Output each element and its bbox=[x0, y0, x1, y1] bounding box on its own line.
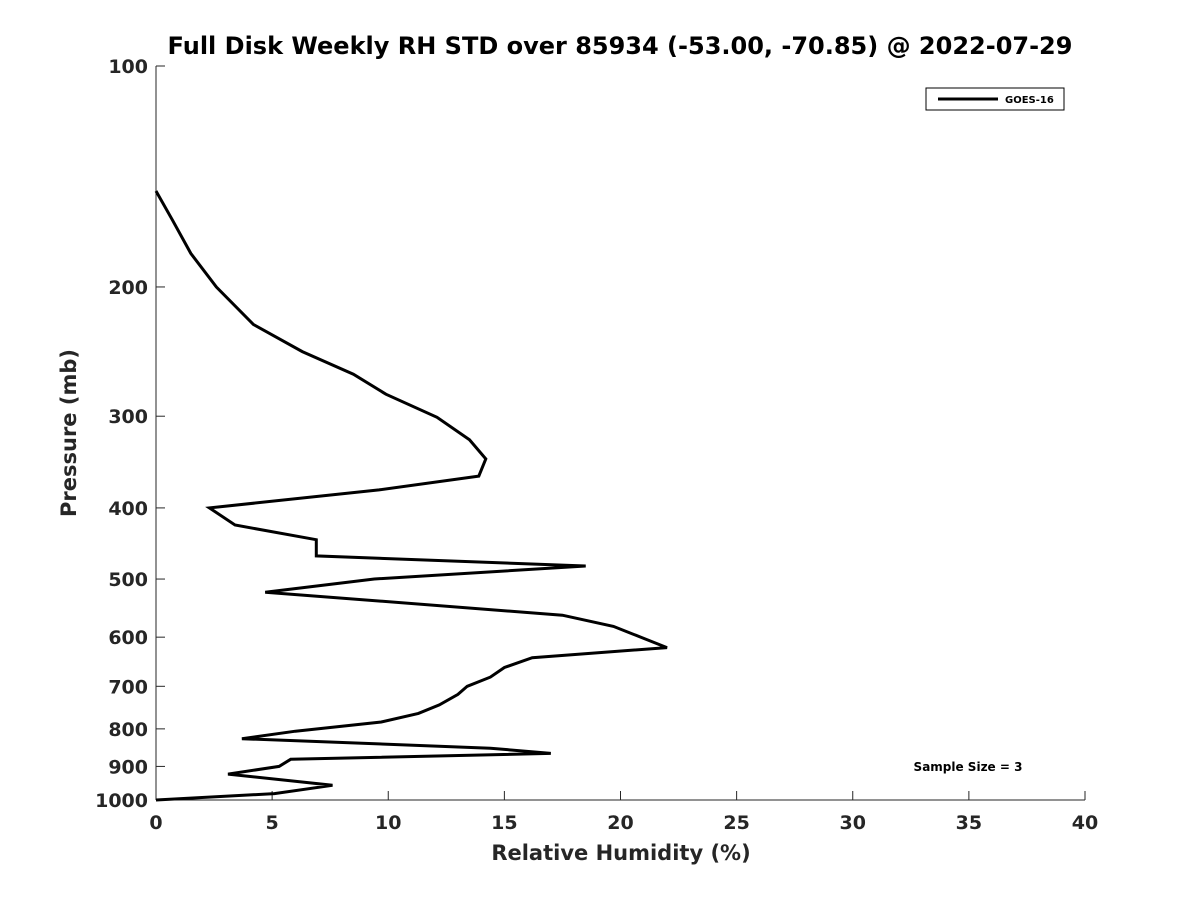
y-tick-label: 1000 bbox=[95, 790, 148, 812]
legend: GOES-16 bbox=[925, 87, 1065, 111]
ticks: 0 5 10 15 20 25 30 35 40 100 200 300 400 500 600 700 800… bbox=[95, 56, 1098, 834]
y-tick-label: 700 bbox=[108, 676, 148, 698]
chart-title: Full Disk Weekly RH STD over 85934 (-53.… bbox=[168, 32, 1073, 60]
x-tick-label: 0 bbox=[149, 812, 162, 834]
x-tick-label: 30 bbox=[840, 812, 866, 834]
y-tick-label: 300 bbox=[108, 406, 148, 428]
legend-label: GOES-16 bbox=[1005, 95, 1054, 106]
x-tick-label: 35 bbox=[956, 812, 982, 834]
y-tick-label: 200 bbox=[108, 277, 148, 299]
x-tick-label: 10 bbox=[375, 812, 401, 834]
y-tick-label: 100 bbox=[108, 56, 148, 78]
x-tick-label: 20 bbox=[607, 812, 633, 834]
y-tick-label: 600 bbox=[108, 627, 148, 649]
series-line-goes-16 bbox=[154, 190, 668, 802]
x-tick-label: 25 bbox=[723, 812, 749, 834]
x-tick-label: 15 bbox=[491, 812, 517, 834]
y-axis-label: Pressure (mb) bbox=[57, 349, 81, 517]
x-tick-label: 5 bbox=[266, 812, 279, 834]
x-tick-label: 40 bbox=[1072, 812, 1098, 834]
x-axis-label: Relative Humidity (%) bbox=[491, 841, 750, 865]
y-tick-label: 500 bbox=[108, 569, 148, 591]
sample-size-annotation: Sample Size = 3 bbox=[914, 760, 1023, 774]
series bbox=[154, 190, 668, 802]
y-tick-label: 900 bbox=[108, 756, 148, 778]
y-tick-label: 800 bbox=[108, 719, 148, 741]
y-tick-label: 400 bbox=[108, 498, 148, 520]
